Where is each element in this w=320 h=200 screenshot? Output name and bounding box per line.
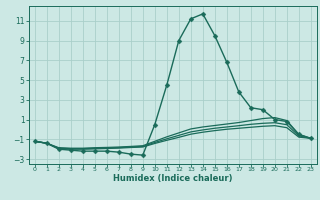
X-axis label: Humidex (Indice chaleur): Humidex (Indice chaleur) bbox=[113, 174, 233, 183]
